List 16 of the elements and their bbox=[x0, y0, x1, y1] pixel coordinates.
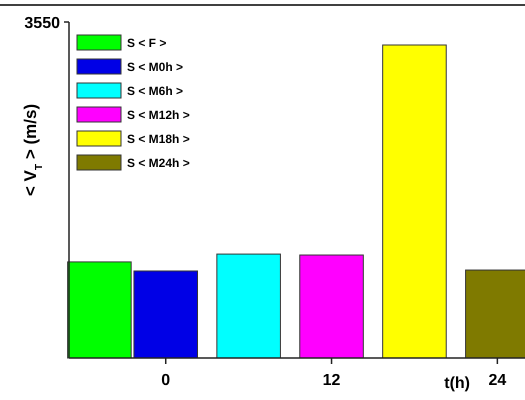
bar bbox=[382, 44, 447, 358]
bar bbox=[299, 254, 364, 358]
x-tick-label: 12 bbox=[322, 372, 341, 389]
bar bbox=[216, 254, 281, 358]
x-tick-label: 24 bbox=[488, 372, 506, 389]
bar bbox=[133, 270, 198, 358]
text: 3550 bbox=[24, 15, 60, 32]
legend-label: S < M24h > bbox=[127, 156, 190, 170]
legend-label: S < F > bbox=[127, 36, 166, 50]
bar bbox=[67, 261, 132, 358]
legend-label: S < M6h > bbox=[127, 84, 184, 98]
legend-label: S < M12h > bbox=[127, 108, 190, 122]
x-tick-label: 0 bbox=[161, 372, 170, 389]
legend-label: S < M0h > bbox=[127, 60, 184, 74]
legend-label: S < M18h > bbox=[127, 132, 190, 146]
x-axis-title: t(h) bbox=[444, 375, 470, 392]
